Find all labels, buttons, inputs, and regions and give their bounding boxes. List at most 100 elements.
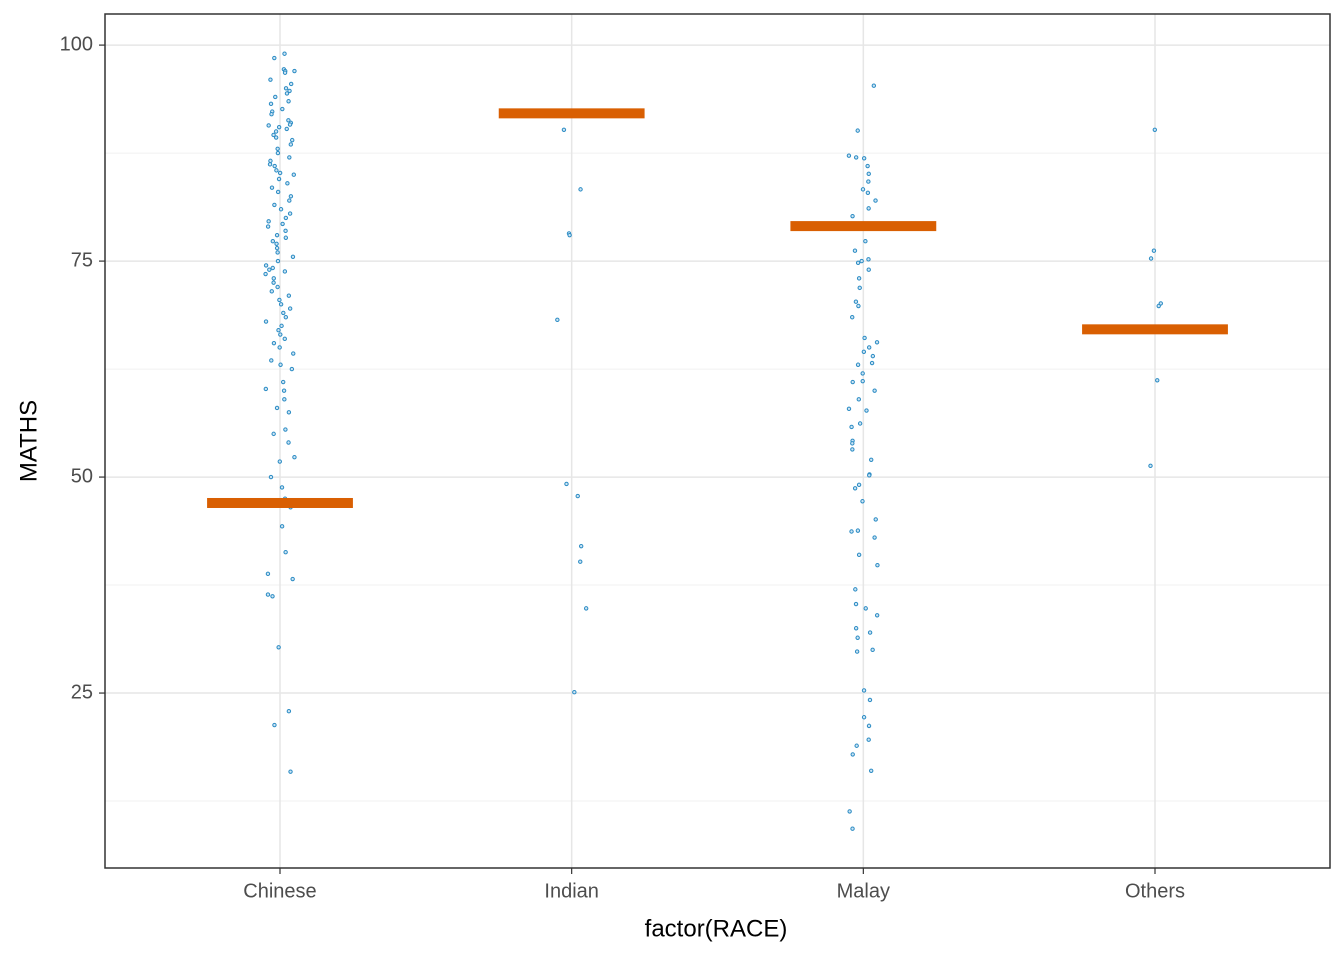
x-tick-label: Chinese — [243, 880, 316, 902]
point — [854, 743, 859, 748]
point — [276, 645, 281, 650]
point — [272, 163, 277, 169]
point — [847, 809, 852, 814]
point — [271, 132, 276, 138]
point — [860, 378, 865, 384]
point — [856, 276, 862, 281]
point — [282, 269, 288, 274]
point — [265, 592, 271, 597]
point — [277, 459, 282, 464]
point — [287, 88, 292, 94]
point — [853, 601, 859, 607]
point — [272, 55, 277, 61]
point — [286, 708, 292, 714]
point — [849, 424, 854, 430]
point — [572, 689, 577, 695]
point — [567, 232, 572, 238]
point — [268, 158, 273, 164]
point — [564, 481, 569, 487]
point — [846, 406, 852, 412]
point — [272, 202, 277, 208]
point — [286, 118, 291, 123]
point — [282, 336, 287, 342]
point — [278, 302, 284, 307]
point — [1152, 127, 1158, 132]
point — [287, 211, 293, 216]
point — [866, 723, 872, 729]
point — [853, 155, 859, 160]
point — [578, 559, 583, 564]
point — [290, 576, 295, 582]
point — [282, 70, 288, 75]
point — [272, 722, 277, 728]
point — [850, 447, 855, 452]
point — [861, 688, 867, 693]
point — [864, 408, 869, 413]
point — [279, 524, 285, 529]
point — [277, 345, 282, 350]
point — [865, 163, 870, 169]
point — [275, 284, 280, 290]
point — [283, 427, 288, 432]
point — [271, 280, 276, 285]
point — [865, 190, 871, 196]
point — [870, 647, 875, 653]
point — [287, 122, 293, 127]
point — [872, 535, 877, 540]
point — [287, 306, 293, 311]
point — [269, 185, 275, 190]
point — [286, 99, 291, 104]
point — [866, 257, 871, 262]
point — [871, 83, 877, 88]
point — [271, 431, 276, 437]
point — [850, 826, 855, 831]
point — [866, 345, 872, 350]
point — [265, 571, 271, 577]
point — [855, 528, 861, 533]
point — [282, 51, 287, 56]
y-tick-label: 50 — [71, 465, 93, 487]
point — [268, 474, 274, 480]
point — [1148, 256, 1154, 261]
point — [280, 106, 285, 112]
plot-border — [104, 13, 1331, 869]
point — [578, 187, 583, 192]
y-tick-label: 25 — [71, 681, 93, 703]
point — [875, 562, 880, 568]
point — [290, 254, 296, 259]
point — [268, 101, 274, 107]
summary-bar — [790, 221, 937, 232]
point — [846, 153, 852, 158]
point — [873, 198, 878, 203]
point — [263, 319, 269, 324]
point — [850, 213, 855, 219]
point — [266, 123, 271, 128]
point — [278, 362, 283, 367]
point — [555, 317, 560, 323]
point — [853, 299, 859, 304]
point — [263, 263, 269, 268]
point — [283, 315, 289, 320]
point — [850, 379, 855, 385]
point — [281, 388, 287, 393]
point — [853, 587, 858, 592]
point — [292, 454, 297, 460]
y-tick-label: 75 — [71, 249, 93, 271]
point — [285, 181, 290, 186]
point — [861, 156, 867, 161]
point — [279, 323, 284, 329]
point — [287, 155, 292, 160]
point — [280, 221, 285, 227]
point — [279, 485, 285, 490]
point — [284, 126, 289, 132]
point — [269, 358, 274, 363]
point — [286, 293, 292, 298]
point — [873, 517, 878, 522]
point — [283, 228, 288, 234]
point — [874, 613, 880, 618]
point — [867, 630, 873, 635]
point — [268, 77, 273, 82]
point — [856, 552, 862, 558]
point — [269, 289, 274, 294]
